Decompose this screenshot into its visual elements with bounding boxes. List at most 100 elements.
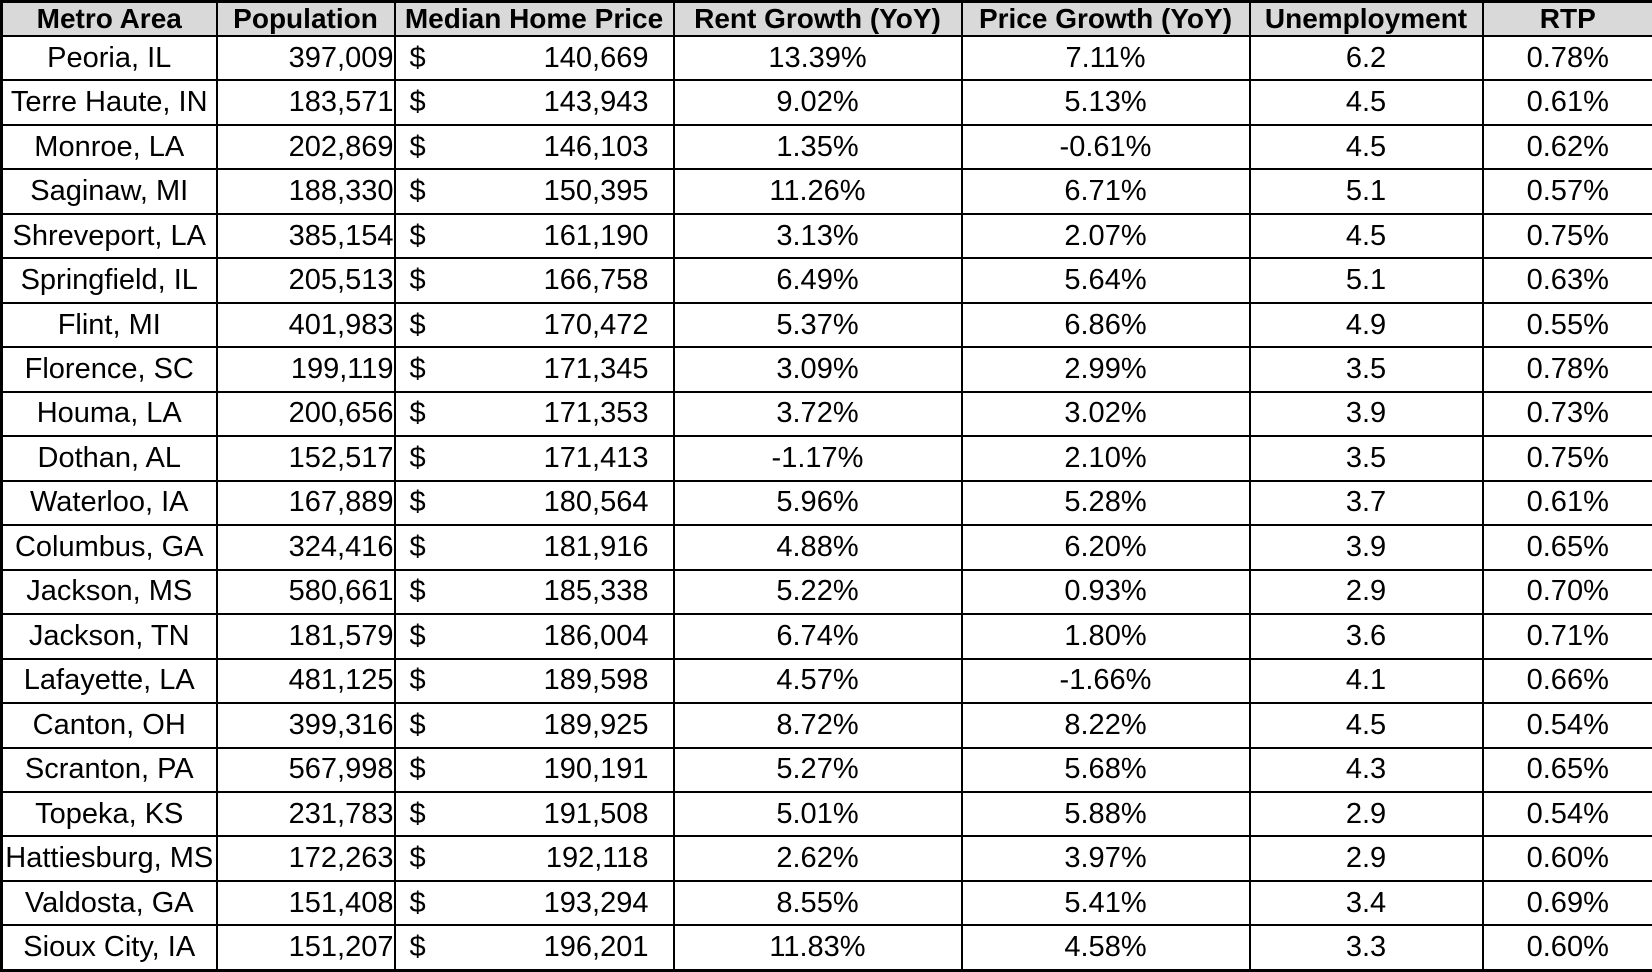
cell-median-home-price[interactable]: $185,338 xyxy=(393,568,675,616)
cell-population[interactable]: 181,579 xyxy=(215,613,396,660)
cell-rtp[interactable]: 0.65% xyxy=(1481,746,1652,793)
cell-population[interactable]: 231,783 xyxy=(215,790,396,838)
cell-rtp[interactable]: 0.78% xyxy=(1481,34,1652,82)
cell-rent-growth[interactable]: 1.35% xyxy=(672,123,963,171)
cell-rent-growth[interactable]: 11.26% xyxy=(672,168,963,215)
cell-rent-growth[interactable]: 5.96% xyxy=(672,479,963,527)
header-metro-area[interactable]: Metro Area xyxy=(0,0,218,37)
cell-metro[interactable]: Flint, MI xyxy=(0,301,218,349)
cell-unemployment[interactable]: 3.7 xyxy=(1248,479,1484,527)
cell-median-home-price[interactable]: $196,201 xyxy=(393,924,675,972)
cell-rent-growth[interactable]: 5.27% xyxy=(672,746,963,793)
cell-price-growth[interactable]: 1.80% xyxy=(960,613,1251,660)
cell-rent-growth[interactable]: 8.55% xyxy=(672,879,963,927)
cell-unemployment[interactable]: 3.9 xyxy=(1248,390,1484,438)
cell-median-home-price[interactable]: $171,353 xyxy=(393,390,675,438)
cell-metro[interactable]: Dothan, AL xyxy=(0,435,218,482)
cell-median-home-price[interactable]: $143,943 xyxy=(393,79,675,126)
cell-rtp[interactable]: 0.55% xyxy=(1481,301,1652,349)
cell-unemployment[interactable]: 4.5 xyxy=(1248,123,1484,171)
cell-price-growth[interactable]: 5.68% xyxy=(960,746,1251,793)
cell-rtp[interactable]: 0.75% xyxy=(1481,212,1652,260)
cell-price-growth[interactable]: -0.61% xyxy=(960,123,1251,171)
cell-rent-growth[interactable]: 11.83% xyxy=(672,924,963,972)
cell-unemployment[interactable]: 5.1 xyxy=(1248,168,1484,215)
cell-metro[interactable]: Florence, SC xyxy=(0,346,218,393)
cell-rtp[interactable]: 0.71% xyxy=(1481,613,1652,660)
cell-rent-growth[interactable]: 6.49% xyxy=(672,257,963,304)
cell-price-growth[interactable]: 5.88% xyxy=(960,790,1251,838)
cell-metro[interactable]: Topeka, KS xyxy=(0,790,218,838)
cell-rent-growth[interactable]: 3.72% xyxy=(672,390,963,438)
cell-price-growth[interactable]: 5.28% xyxy=(960,479,1251,527)
cell-median-home-price[interactable]: $166,758 xyxy=(393,257,675,304)
cell-unemployment[interactable]: 4.9 xyxy=(1248,301,1484,349)
cell-population[interactable]: 324,416 xyxy=(215,524,396,571)
cell-rent-growth[interactable]: 4.57% xyxy=(672,657,963,705)
cell-unemployment[interactable]: 3.4 xyxy=(1248,879,1484,927)
cell-rent-growth[interactable]: 3.09% xyxy=(672,346,963,393)
cell-price-growth[interactable]: 3.02% xyxy=(960,390,1251,438)
cell-metro[interactable]: Springfield, IL xyxy=(0,257,218,304)
cell-unemployment[interactable]: 4.5 xyxy=(1248,212,1484,260)
cell-rtp[interactable]: 0.78% xyxy=(1481,346,1652,393)
cell-rent-growth[interactable]: 2.62% xyxy=(672,835,963,882)
cell-unemployment[interactable]: 4.1 xyxy=(1248,657,1484,705)
cell-unemployment[interactable]: 4.5 xyxy=(1248,79,1484,126)
cell-rtp[interactable]: 0.75% xyxy=(1481,435,1652,482)
cell-rtp[interactable]: 0.63% xyxy=(1481,257,1652,304)
cell-rtp[interactable]: 0.62% xyxy=(1481,123,1652,171)
cell-unemployment[interactable]: 5.1 xyxy=(1248,257,1484,304)
cell-population[interactable]: 188,330 xyxy=(215,168,396,215)
cell-population[interactable]: 567,998 xyxy=(215,746,396,793)
cell-price-growth[interactable]: 3.97% xyxy=(960,835,1251,882)
header-population[interactable]: Population xyxy=(215,0,396,37)
cell-rtp[interactable]: 0.70% xyxy=(1481,568,1652,616)
cell-metro[interactable]: Scranton, PA xyxy=(0,746,218,793)
cell-price-growth[interactable]: 4.58% xyxy=(960,924,1251,972)
cell-rent-growth[interactable]: 3.13% xyxy=(672,212,963,260)
cell-metro[interactable]: Terre Haute, IN xyxy=(0,79,218,126)
cell-unemployment[interactable]: 3.3 xyxy=(1248,924,1484,972)
cell-population[interactable]: 167,889 xyxy=(215,479,396,527)
header-price-growth[interactable]: Price Growth (YoY) xyxy=(960,0,1251,37)
cell-rtp[interactable]: 0.73% xyxy=(1481,390,1652,438)
cell-unemployment[interactable]: 3.5 xyxy=(1248,435,1484,482)
cell-price-growth[interactable]: 2.99% xyxy=(960,346,1251,393)
cell-price-growth[interactable]: 6.86% xyxy=(960,301,1251,349)
cell-median-home-price[interactable]: $191,508 xyxy=(393,790,675,838)
cell-population[interactable]: 399,316 xyxy=(215,702,396,749)
cell-population[interactable]: 172,263 xyxy=(215,835,396,882)
cell-median-home-price[interactable]: $180,564 xyxy=(393,479,675,527)
cell-metro[interactable]: Shreveport, LA xyxy=(0,212,218,260)
cell-rtp[interactable]: 0.65% xyxy=(1481,524,1652,571)
header-rent-growth[interactable]: Rent Growth (YoY) xyxy=(672,0,963,37)
cell-unemployment[interactable]: 2.9 xyxy=(1248,568,1484,616)
cell-unemployment[interactable]: 3.6 xyxy=(1248,613,1484,660)
cell-unemployment[interactable]: 2.9 xyxy=(1248,835,1484,882)
cell-median-home-price[interactable]: $171,413 xyxy=(393,435,675,482)
cell-price-growth[interactable]: 5.13% xyxy=(960,79,1251,126)
cell-population[interactable]: 151,408 xyxy=(215,879,396,927)
cell-price-growth[interactable]: 6.71% xyxy=(960,168,1251,215)
cell-price-growth[interactable]: -1.66% xyxy=(960,657,1251,705)
cell-price-growth[interactable]: 8.22% xyxy=(960,702,1251,749)
cell-population[interactable]: 580,661 xyxy=(215,568,396,616)
cell-median-home-price[interactable]: $186,004 xyxy=(393,613,675,660)
cell-rent-growth[interactable]: 5.01% xyxy=(672,790,963,838)
cell-population[interactable]: 205,513 xyxy=(215,257,396,304)
cell-median-home-price[interactable]: $181,916 xyxy=(393,524,675,571)
cell-rent-growth[interactable]: 9.02% xyxy=(672,79,963,126)
cell-population[interactable]: 385,154 xyxy=(215,212,396,260)
cell-median-home-price[interactable]: $171,345 xyxy=(393,346,675,393)
cell-metro[interactable]: Monroe, LA xyxy=(0,123,218,171)
cell-rent-growth[interactable]: 5.22% xyxy=(672,568,963,616)
cell-metro[interactable]: Jackson, MS xyxy=(0,568,218,616)
cell-median-home-price[interactable]: $189,598 xyxy=(393,657,675,705)
cell-rent-growth[interactable]: 4.88% xyxy=(672,524,963,571)
cell-population[interactable]: 202,869 xyxy=(215,123,396,171)
cell-rtp[interactable]: 0.61% xyxy=(1481,79,1652,126)
cell-price-growth[interactable]: 6.20% xyxy=(960,524,1251,571)
cell-unemployment[interactable]: 3.5 xyxy=(1248,346,1484,393)
cell-rent-growth[interactable]: 8.72% xyxy=(672,702,963,749)
